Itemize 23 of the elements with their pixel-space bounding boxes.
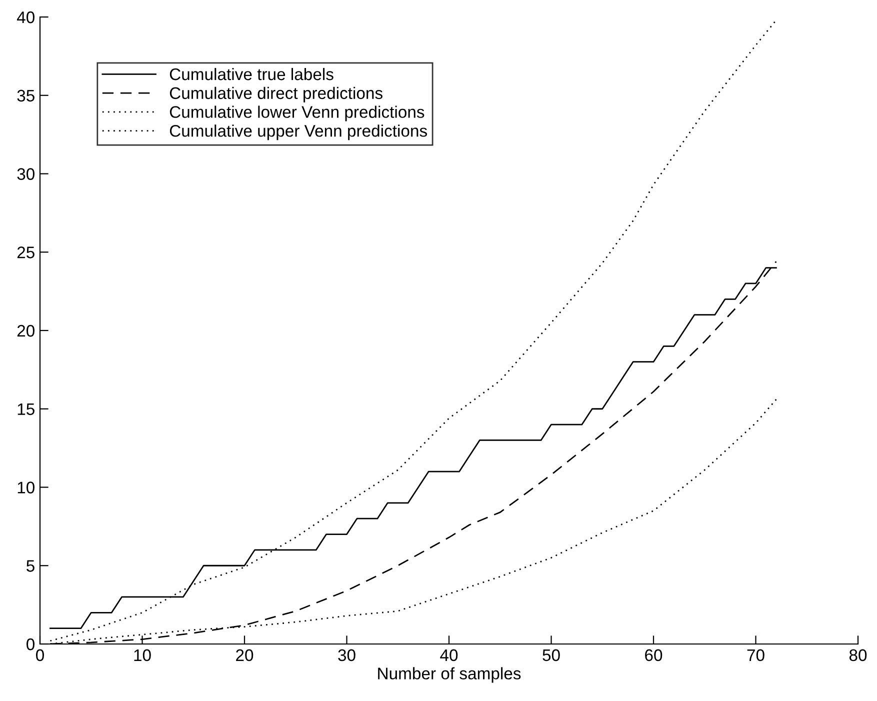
legend-label: Cumulative lower Venn predictions [170,106,424,122]
y-tick-label: 35 [17,90,34,102]
x-tick-label: 20 [236,649,254,662]
x-tick-label: 50 [542,649,560,662]
y-tick-label: 15 [18,403,34,416]
x-tick-label: 10 [134,649,151,662]
y-tick-label: 10 [18,482,34,494]
y-tick-label: 40 [16,11,34,24]
y-tick-label: 5 [26,560,34,572]
x-tick-label: 0 [36,649,44,662]
x-tick-label: 60 [645,649,662,662]
x-tick-label: 30 [338,649,356,662]
x-tick-label: 70 [747,649,764,662]
y-tick-label: 0 [26,638,34,650]
x-tick-label: 80 [849,649,867,662]
x-axis-title: Number of samples [378,667,521,683]
x-tick-label: 40 [440,649,458,662]
legend-label: Cumulative upper Venn predictions [170,124,427,140]
y-tick-label: 20 [17,324,34,337]
legend-label: Cumulative true labels [170,68,334,80]
legend-label: Cumulative direct predictions [170,86,382,102]
y-tick-label: 30 [17,168,34,180]
y-tick-label: 25 [17,246,34,258]
